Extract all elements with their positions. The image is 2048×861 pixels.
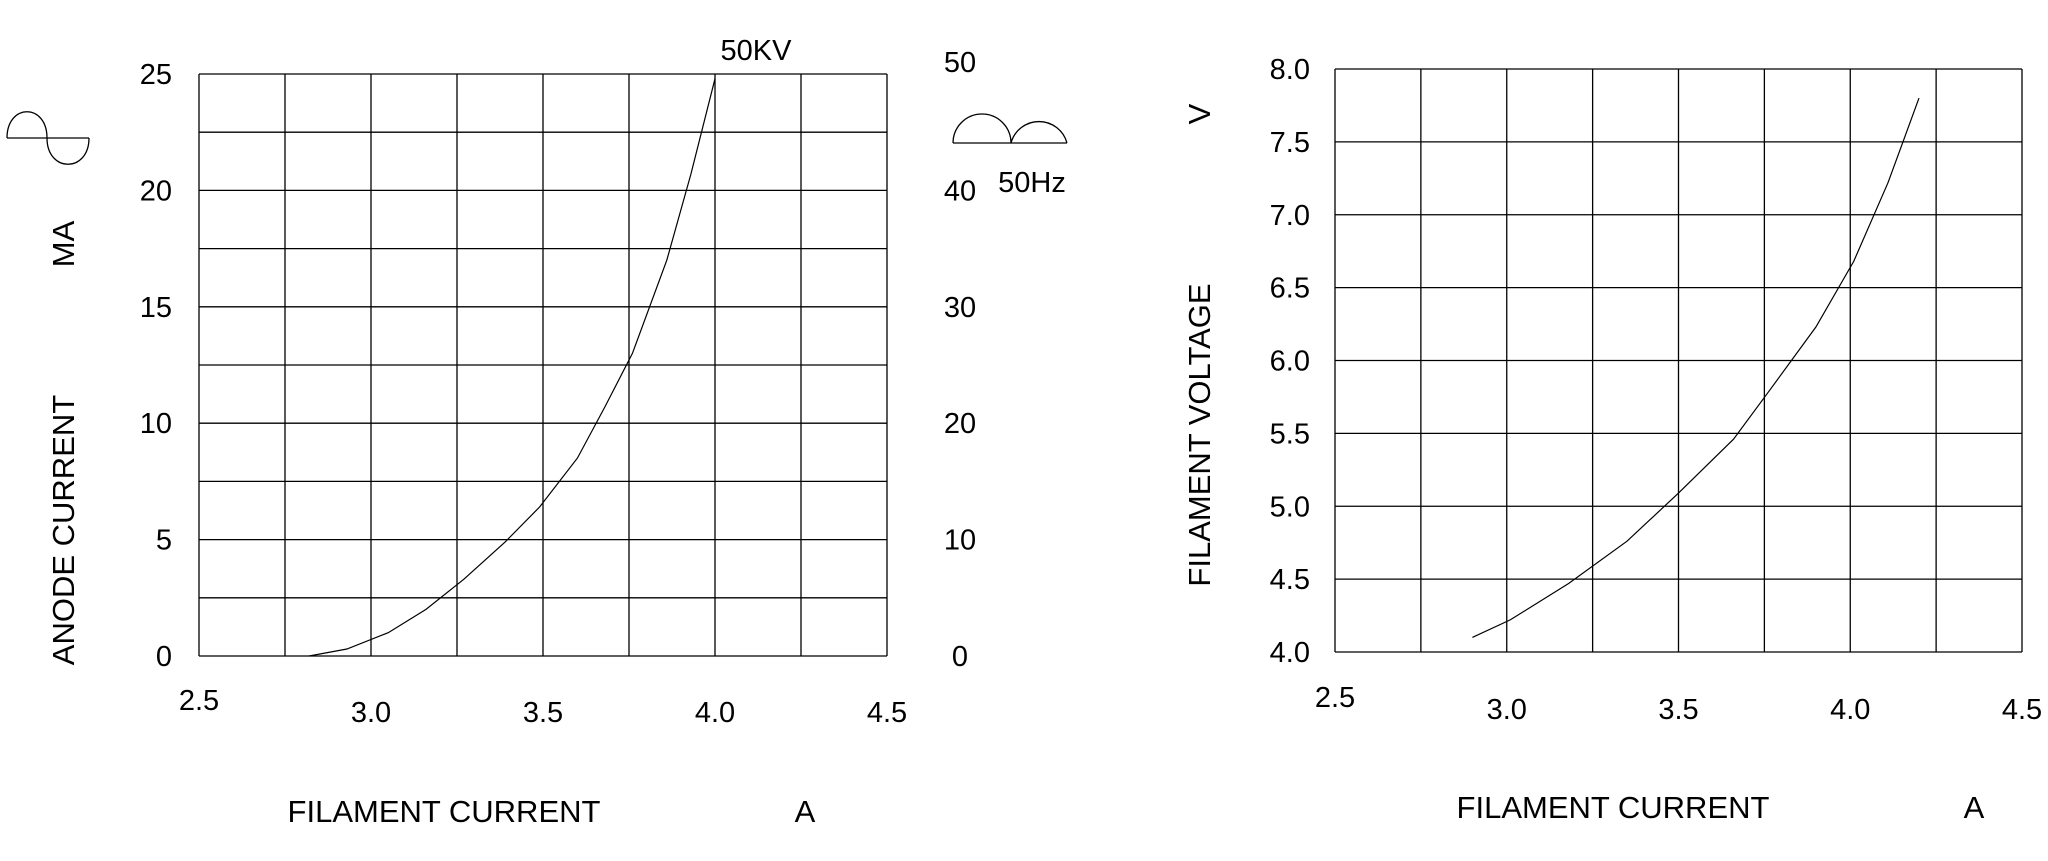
x-tick-label: 4.0 (695, 697, 735, 729)
x-axis-title: FILAMENT CURRENT (288, 794, 601, 829)
data-curve (308, 78, 716, 657)
x-tick-label: 2.5 (179, 685, 219, 717)
x-tick-label: 4.5 (867, 697, 907, 729)
anode-current-chart: 2.5 3.0 3.5 4.0 4.5 0 5 10 15 20 25 0 10 20 30 40 50 (140, 47, 976, 729)
y-tick-label: 5 (156, 525, 172, 557)
curve-label-50kv: 50KV (721, 35, 793, 67)
y-tick-label: 15 (140, 292, 172, 324)
y-tick-label: 8.0 (1270, 54, 1310, 86)
y2-tick-label: 50 (944, 47, 976, 79)
x-tick-label: 4.5 (2002, 694, 2042, 726)
y-axis-unit: MA (46, 220, 81, 267)
y-tick-label: 6.5 (1270, 273, 1310, 305)
y-tick-label: 10 (140, 408, 172, 440)
x-tick-label: 3.0 (351, 697, 391, 729)
x-axis-unit: A (1964, 790, 1985, 825)
y-axis-title: ANODE CURRENT (46, 395, 81, 665)
x-tick-label: 3.5 (1658, 694, 1698, 726)
x-tick-label: 2.5 (1315, 682, 1355, 714)
y2-tick-label: 30 (944, 292, 976, 324)
y-tick-label: 5.0 (1270, 491, 1310, 523)
y-tick-label: 5.5 (1270, 418, 1310, 450)
y2-tick-label: 10 (944, 525, 976, 557)
y-tick-label: 4.0 (1270, 637, 1310, 669)
y-tick-label: 7.0 (1270, 200, 1310, 232)
y2-tick-label: 20 (944, 408, 976, 440)
y2-tick-label: 0 (952, 641, 968, 673)
x-axis-title: FILAMENT CURRENT (1457, 790, 1770, 825)
data-curve (1472, 97, 1920, 638)
y-tick-label: 4.5 (1270, 564, 1310, 596)
y-axis-title: FILAMENT VOLTAGE (1182, 283, 1217, 586)
filament-voltage-chart: 2.5 3.0 3.5 4.0 4.5 4.0 4.5 5.0 5.5 6.0 6.5 7.0 7.5 8… (1270, 54, 2042, 726)
frequency-label: 50Hz (998, 167, 1066, 199)
full-wave-rectified-icon (952, 113, 1068, 144)
y-tick-label: 0 (156, 641, 172, 673)
x-tick-label: 3.5 (523, 697, 563, 729)
x-axis-unit: A (795, 794, 816, 829)
y-axis-unit: V (1182, 103, 1217, 124)
ac-sine-wave-icon (6, 111, 90, 165)
x-tick-label: 3.0 (1487, 694, 1527, 726)
x-tick-label: 4.0 (1830, 694, 1870, 726)
y2-tick-label: 40 (944, 175, 976, 207)
y-tick-label: 7.5 (1270, 127, 1310, 159)
y-tick-label: 20 (140, 175, 172, 207)
y-tick-label: 25 (140, 59, 172, 91)
y-tick-label: 6.0 (1270, 346, 1310, 378)
